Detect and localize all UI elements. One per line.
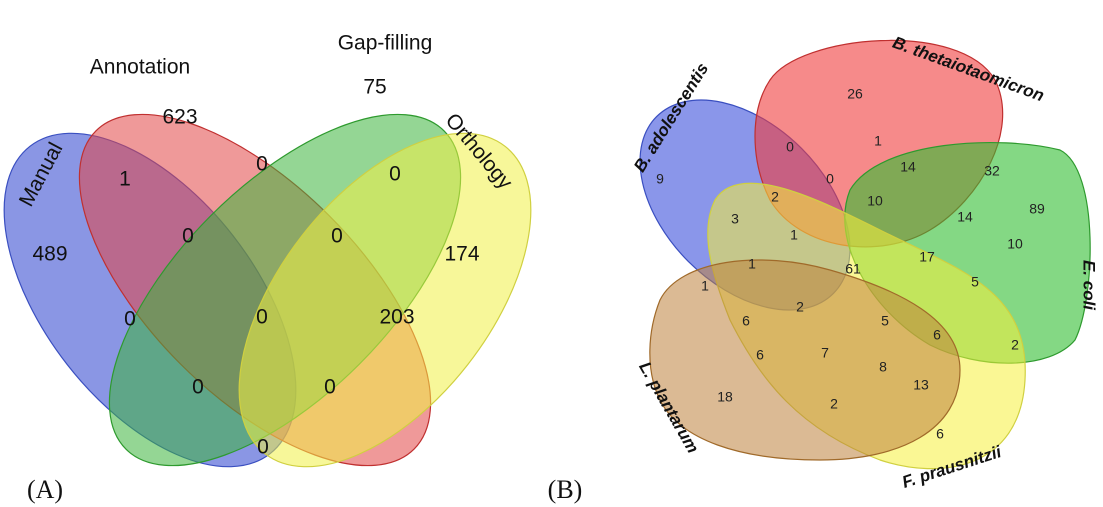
region-count: 203	[379, 306, 414, 329]
venn-a	[3, 113, 532, 468]
region-count: 89	[1029, 201, 1045, 217]
region-count: 0	[124, 308, 136, 331]
region-count: 5	[881, 313, 889, 329]
region-count: 0	[331, 225, 343, 248]
region-count: 1	[874, 133, 882, 149]
region-count: 1	[790, 227, 798, 243]
region-count: 1	[748, 256, 756, 272]
region-count: 14	[900, 159, 916, 175]
region-count: 623	[162, 106, 197, 129]
region-count: 2	[1011, 337, 1019, 353]
region-count: 2	[796, 299, 804, 315]
region-count: 0	[389, 163, 401, 186]
region-count: 75	[363, 76, 386, 99]
region-count: 174	[444, 243, 479, 266]
region-count: 6	[933, 327, 941, 343]
region-count: 10	[1007, 236, 1023, 252]
region-count: 10	[867, 193, 883, 209]
region-count: 3	[731, 211, 739, 227]
region-count: 0	[826, 171, 834, 187]
region-count: 18	[717, 389, 733, 405]
panel-label: (A)	[27, 475, 63, 504]
region-count: 0	[324, 376, 336, 399]
region-count: 489	[32, 243, 67, 266]
region-count: 5	[971, 274, 979, 290]
region-count: 0	[192, 376, 204, 399]
region-count: 1	[701, 278, 709, 294]
region-count: 2	[830, 396, 838, 412]
region-count: 2	[771, 189, 779, 205]
panel-label: (B)	[548, 475, 583, 504]
region-count: 0	[257, 436, 269, 459]
region-count: 14	[957, 209, 973, 225]
region-count: 0	[182, 225, 194, 248]
region-count: 26	[847, 86, 863, 102]
region-count: 17	[919, 249, 935, 265]
region-count: 61	[845, 261, 861, 277]
region-count: 6	[756, 347, 764, 363]
set-label: Gap-filling	[338, 32, 433, 55]
region-count: 6	[742, 313, 750, 329]
region-count: 0	[256, 153, 268, 176]
set-plantarum	[649, 259, 961, 461]
region-count: 32	[984, 163, 1000, 179]
region-count: 6	[936, 426, 944, 442]
set-orthology	[238, 132, 532, 468]
region-count: 13	[913, 377, 929, 393]
set-label: E. coli	[1080, 260, 1099, 311]
region-count: 0	[256, 306, 268, 329]
region-count: 0	[786, 139, 794, 155]
set-label: Annotation	[90, 56, 190, 79]
venn-b	[639, 39, 1091, 470]
region-count: 8	[879, 359, 887, 375]
region-count: 7	[821, 345, 829, 361]
region-count: 9	[656, 171, 664, 187]
region-count: 1	[119, 168, 131, 191]
